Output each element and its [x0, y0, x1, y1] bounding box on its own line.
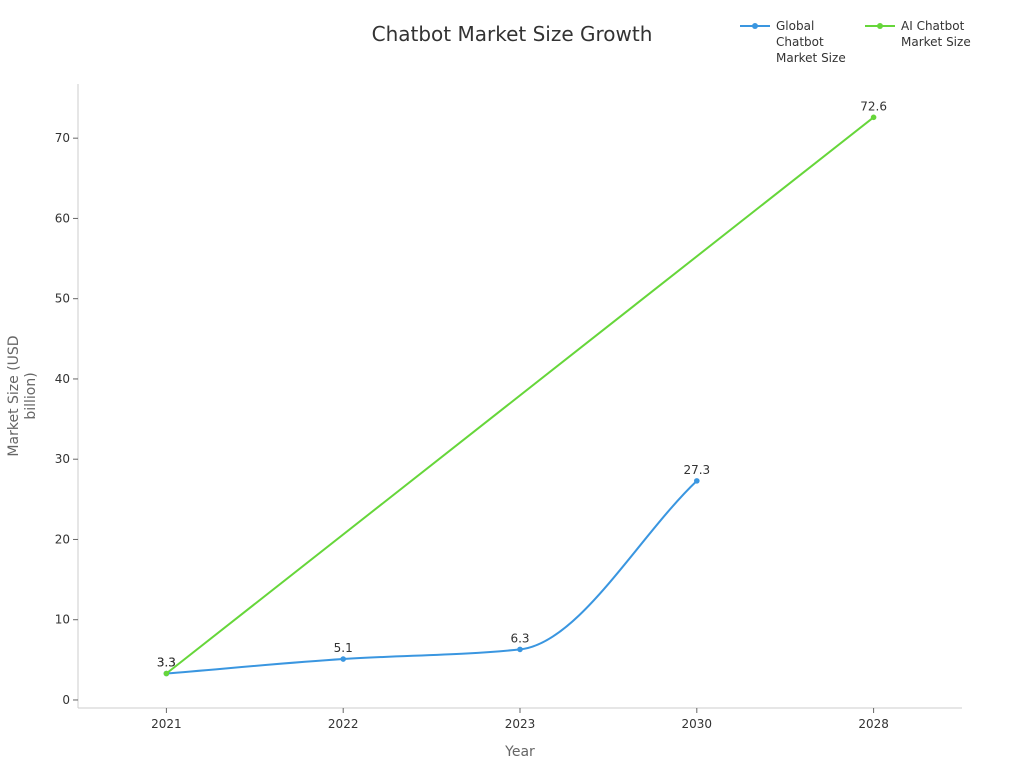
x-tick-label: 2023: [505, 717, 536, 731]
y-tick-label: 10: [55, 613, 70, 627]
x-tick-label: 2021: [151, 717, 182, 731]
y-axis-title: Market Size (USDbillion): [6, 335, 39, 456]
y-tick-label: 0: [62, 693, 70, 707]
legend-item-global: Global Chatbot Market Size: [740, 18, 855, 66]
legend-label-global: Global Chatbot Market Size: [776, 19, 846, 65]
data-label: 5.1: [334, 641, 353, 655]
data-label: 27.3: [683, 463, 710, 477]
x-tick-label: 2030: [682, 717, 713, 731]
legend-swatch-global: [740, 18, 770, 34]
legend-label-ai: AI Chatbot Market Size: [901, 19, 971, 49]
chart-title: Chatbot Market Size Growth: [371, 22, 653, 46]
legend-item-ai: AI Chatbot Market Size: [865, 18, 980, 66]
x-axis-title: Year: [504, 744, 535, 760]
data-point: [870, 114, 877, 121]
data-label: 6.3: [510, 631, 529, 645]
y-tick-label: 20: [55, 532, 70, 546]
chart-legend: Global Chatbot Market Size AI Chatbot Ma…: [740, 18, 980, 66]
x-tick-label: 2028: [858, 717, 889, 731]
series-line-2: [165, 116, 875, 675]
data-point: [163, 670, 170, 677]
y-tick-label: 30: [55, 452, 70, 466]
x-tick-label: 2022: [328, 717, 359, 731]
y-tick-label: 70: [55, 131, 70, 145]
y-tick-label: 60: [55, 211, 70, 225]
data-label: 3.3: [157, 655, 176, 669]
data-label: 3.3: [157, 655, 176, 669]
y-tick-label: 40: [55, 372, 70, 386]
y-tick-label: 50: [55, 292, 70, 306]
data-label: 72.6: [860, 99, 887, 113]
data-point: [694, 478, 700, 484]
series-line-1: [166, 480, 698, 675]
data-point: [517, 646, 523, 653]
legend-swatch-ai: [865, 18, 895, 34]
data-point: [340, 656, 347, 662]
